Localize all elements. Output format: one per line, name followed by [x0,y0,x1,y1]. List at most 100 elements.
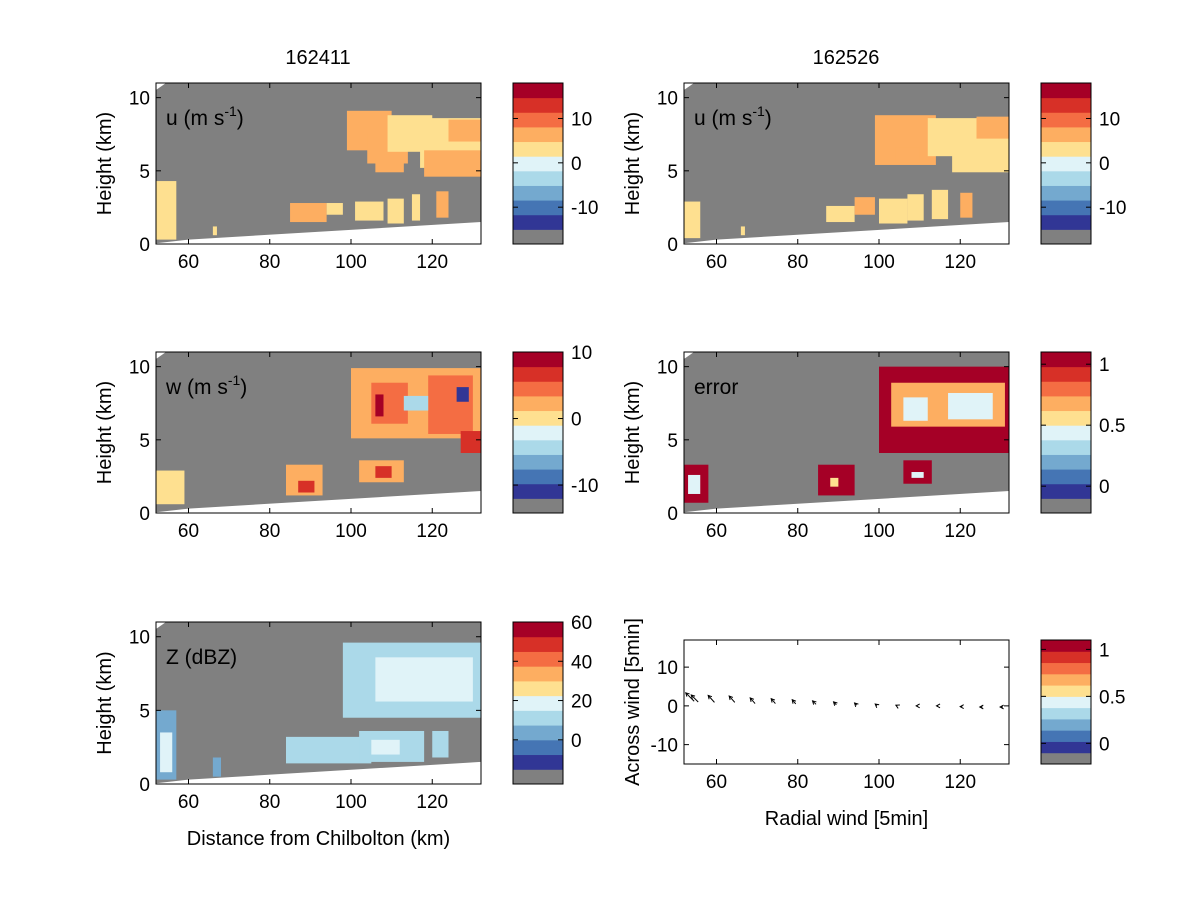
colorbar-swatch [1041,685,1091,697]
wind-arrow [935,703,941,709]
axes-frame [155,82,482,245]
wind-arrow-shaft [707,695,715,703]
y-tick-label: 0 [667,697,678,718]
colorbar-swatch [513,680,563,697]
data-cell [830,477,839,487]
y-tick-label: 5 [667,162,678,183]
plot-area [156,83,481,244]
wind-arrow [978,704,984,710]
colorbar-swatch [513,410,563,426]
colorbar-swatch [513,381,563,397]
colorbar-swatch [1041,425,1091,441]
colorbar-swatch [513,469,563,485]
axes-frame [683,82,1010,245]
y-tick-label: 0 [667,235,678,256]
panel-u_162526: u (m s-1) 60 80 100 120 0 5 10 Height (km) [622,82,1010,273]
x-tick-label: 60 [178,252,199,273]
corner-notch [156,83,166,90]
data-cell [156,181,177,240]
colorbar-tick-label: 1 [1099,640,1110,661]
colorbar-tick-label: 60 [571,613,592,634]
wind-arrow [959,704,964,710]
colorbar-swatch [513,651,563,667]
field-label: u (m s-1) [166,103,244,130]
field-label-end: ) [237,107,244,130]
wind-arrow-head [728,695,734,701]
colorbar-swatch [513,666,563,682]
colorbar-swatch [1041,707,1091,720]
data-cell [952,132,1009,173]
data-cell [424,150,481,177]
data-cell [286,736,372,764]
colorbar-tick-label: -10 [571,476,598,497]
data-cell [375,466,392,478]
colorbar-tick-label: 0 [1099,154,1110,175]
y-tick-label: 10 [129,89,150,110]
data-cell [740,226,745,236]
colorbar-swatch [1041,229,1091,245]
colorbar-swatch [513,170,563,186]
wind-arrow [999,704,1004,710]
colorbar-swatch [1041,83,1091,99]
colorbar-tick-label: 0 [571,410,582,431]
wind-arrow-head [685,692,690,697]
x-tick-label: 100 [335,252,367,273]
axes-frame [155,351,482,514]
wind-arrow [690,694,699,703]
wind-arrow [791,698,797,705]
field-label-end: ) [765,107,772,130]
colorbar-swatch [1041,395,1091,412]
data-cell [387,198,404,224]
data-cell [375,157,404,173]
wind-arrow-head [690,694,696,699]
colorbar-swatch [513,439,563,455]
colorbar-swatch [1041,141,1091,157]
data-cell [326,203,343,215]
data-cell [212,757,221,777]
ground-wedge [156,491,481,513]
colorbar-swatch [513,725,563,741]
colorbar-swatch [1041,97,1091,113]
x-tick-label: 80 [259,792,280,813]
y-tick-label: 10 [129,628,150,649]
x-tick-label: 60 [706,521,727,542]
wind-arrow [707,694,715,703]
wind-arrow [770,697,776,704]
colorbar-swatch [1041,498,1091,514]
field-label-text: u (m s [166,107,224,130]
colorbar-swatch [1041,200,1091,216]
data-cell [854,197,875,215]
data-cell [948,392,993,420]
y-tick-label: 10 [657,358,678,379]
colorbar-swatch [1041,752,1091,765]
colorbar-swatch [1041,640,1091,652]
x-tick-label: 100 [335,521,367,542]
quiver-background [684,640,1009,764]
data-cell [684,201,701,239]
y-tick-label: 0 [139,235,150,256]
field-label: u (m s-1) [694,103,772,130]
data-cell [976,116,1009,139]
field-label-text: u (m s [694,107,752,130]
colorbar-swatch [513,229,563,245]
colorbar-w_162411: 10 0 -10 [512,343,598,514]
y-tick-label: 10 [657,89,678,110]
x-tick-label: 60 [706,772,727,793]
x-tick-label: 80 [259,521,280,542]
colorbar-swatch [513,622,563,638]
wind-arrow-shaft [690,694,699,703]
colorbar-swatch [1041,696,1091,709]
colorbar-swatch [513,498,563,514]
colorbar-tick-label: 1 [1099,355,1110,376]
colorbar-swatch [513,214,563,230]
x-tick-label: 60 [706,252,727,273]
wind-arrow-head [915,703,920,709]
wind-arrow [894,704,900,709]
y-tick-label: 5 [139,162,150,183]
data-cell [411,194,421,221]
field-label-end: ) [240,376,247,399]
corner-notch [684,83,694,90]
colorbar-tick-label: 10 [571,343,592,364]
wind-arrow [832,701,838,706]
